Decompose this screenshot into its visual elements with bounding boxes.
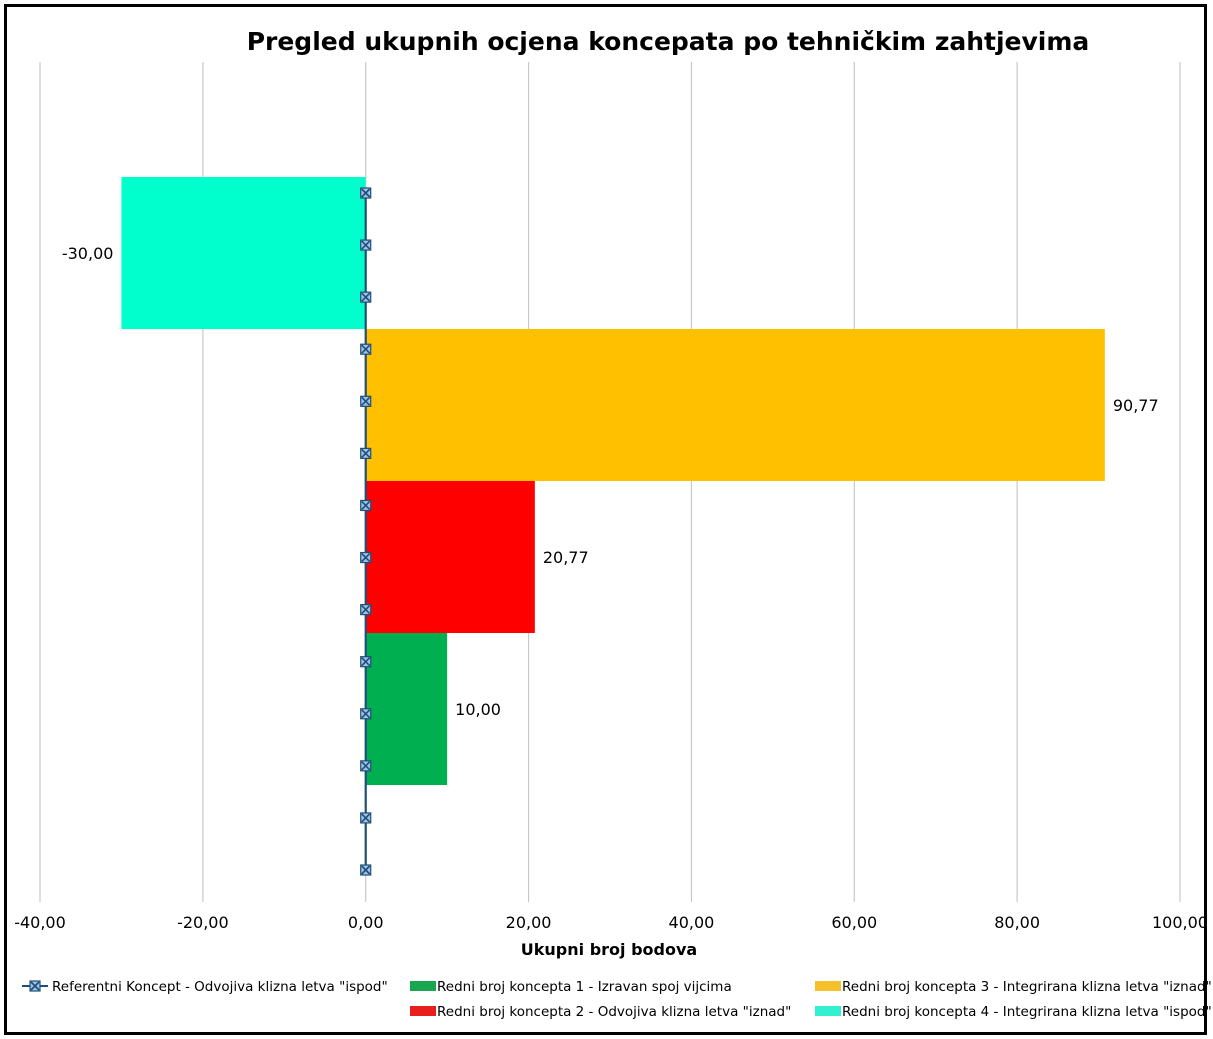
x-tick-labels: -40,00 -20,00 0,00 20,00 40,00 60,00 80,00 100,… [14, 913, 1208, 932]
x-axis-label: Ukupni broj bodova [521, 940, 697, 959]
reference-line [360, 187, 372, 876]
reference-point [360, 812, 372, 824]
bar-concept-4 [121, 177, 366, 329]
legend-entry: Redni broj koncepta 1 - Izravan spoj vij… [410, 979, 732, 995]
legend-entry: Redni broj koncepta 3 - Integrirana kliz… [815, 979, 1212, 995]
reference-point [360, 551, 372, 564]
x-tick-label: 60,00 [831, 913, 877, 932]
bar-concept-3 [365, 329, 1105, 481]
reference-point [360, 864, 372, 876]
reference-point [360, 239, 372, 251]
legend-swatch [815, 1006, 841, 1016]
reference-point [360, 604, 372, 616]
x-tick-label: 0,00 [348, 913, 384, 932]
x-tick-label: 100,00 [1152, 913, 1208, 932]
data-labels: -30,00 90,77 20,77 10,00 [62, 244, 1159, 719]
reference-point [360, 187, 372, 199]
data-label: -30,00 [62, 244, 114, 263]
reference-point [360, 447, 372, 459]
legend-entry: Redni broj koncepta 2 - Odvojiva klizna … [410, 1004, 791, 1020]
data-label: 10,00 [455, 700, 501, 719]
reference-point [360, 760, 372, 772]
legend-label: Referentni Koncept - Odvojiva klizna let… [52, 979, 388, 995]
legend-entry: Redni broj koncepta 4 - Integrirana kliz… [815, 1004, 1212, 1020]
chart-frame [4, 4, 1207, 1035]
legend-label: Redni broj koncepta 3 - Integrirana kliz… [842, 979, 1212, 995]
data-label: 90,77 [1113, 396, 1159, 415]
bar-concept-2 [365, 481, 535, 633]
reference-point [360, 656, 372, 668]
x-tick-label: 20,00 [506, 913, 552, 932]
legend-label: Redni broj koncepta 1 - Izravan spoj vij… [437, 979, 732, 995]
reference-point [360, 343, 372, 355]
legend-entry: Referentni Koncept - Odvojiva klizna let… [22, 979, 388, 995]
x-tick-label: -20,00 [177, 913, 229, 932]
legend-label: Redni broj koncepta 2 - Odvojiva klizna … [437, 1004, 791, 1020]
legend-swatch [410, 981, 436, 991]
chart-title: Pregled ukupnih ocjena koncepata po tehn… [247, 27, 1090, 56]
bars [121, 177, 1105, 785]
reference-point [360, 708, 372, 720]
reference-point [360, 291, 372, 303]
x-tick-label: -40,00 [14, 913, 66, 932]
legend-swatch [815, 981, 841, 991]
reference-point [360, 499, 372, 512]
legend: Referentni Koncept - Odvojiva klizna let… [22, 979, 1212, 1020]
legend-swatch [410, 1006, 436, 1016]
legend-reference-marker [29, 980, 41, 992]
legend-label: Redni broj koncepta 4 - Integrirana kliz… [842, 1004, 1212, 1020]
x-tick-label: 40,00 [669, 913, 715, 932]
x-tick-label: 80,00 [994, 913, 1040, 932]
data-label: 20,77 [543, 548, 589, 567]
reference-point [360, 395, 372, 407]
bar-concept-1 [365, 633, 448, 785]
